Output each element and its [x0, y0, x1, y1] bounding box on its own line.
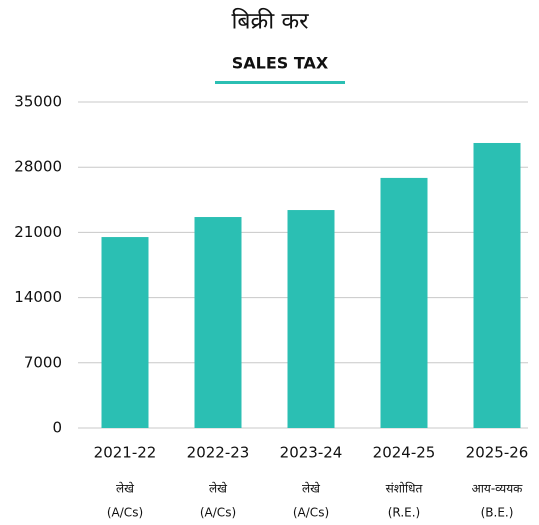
x-tick-note: (R.E.): [388, 506, 420, 520]
x-tick-note: (B.E.): [481, 506, 514, 520]
bar: [101, 237, 149, 428]
bar: [194, 217, 242, 428]
x-tick-label: 2021-22: [94, 444, 157, 462]
x-tick-note: (A/Cs): [293, 506, 329, 520]
bar: [473, 142, 521, 429]
chart-title: बिक्री कर: [231, 8, 309, 35]
x-tick-label: 2022-23: [187, 444, 250, 462]
y-tick-label: 28000: [14, 158, 62, 176]
x-tick-note: लेखे: [209, 482, 227, 496]
bar: [287, 210, 335, 428]
x-tick-label: 2025-26: [466, 444, 529, 462]
bar: [380, 177, 428, 428]
y-tick-label: 14000: [14, 288, 62, 306]
x-tick-label: 2024-25: [373, 444, 436, 462]
x-tick-note: लेखे: [116, 482, 134, 496]
subtitle-underline: [215, 81, 345, 84]
chart-subtitle: SALES TAX: [232, 54, 329, 73]
x-tick-note: (A/Cs): [200, 506, 236, 520]
y-tick-label: 35000: [14, 93, 62, 111]
x-tick-note: संशोधित: [386, 482, 424, 496]
y-tick-label: 21000: [14, 223, 62, 241]
x-tick-note: आय-व्ययक: [472, 482, 524, 496]
x-tick-note: (A/Cs): [107, 506, 143, 520]
y-tick-label: 0: [52, 419, 62, 437]
x-tick-note: लेखे: [302, 482, 320, 496]
y-tick-label: 7000: [24, 353, 62, 371]
x-tick-label: 2023-24: [280, 444, 343, 462]
